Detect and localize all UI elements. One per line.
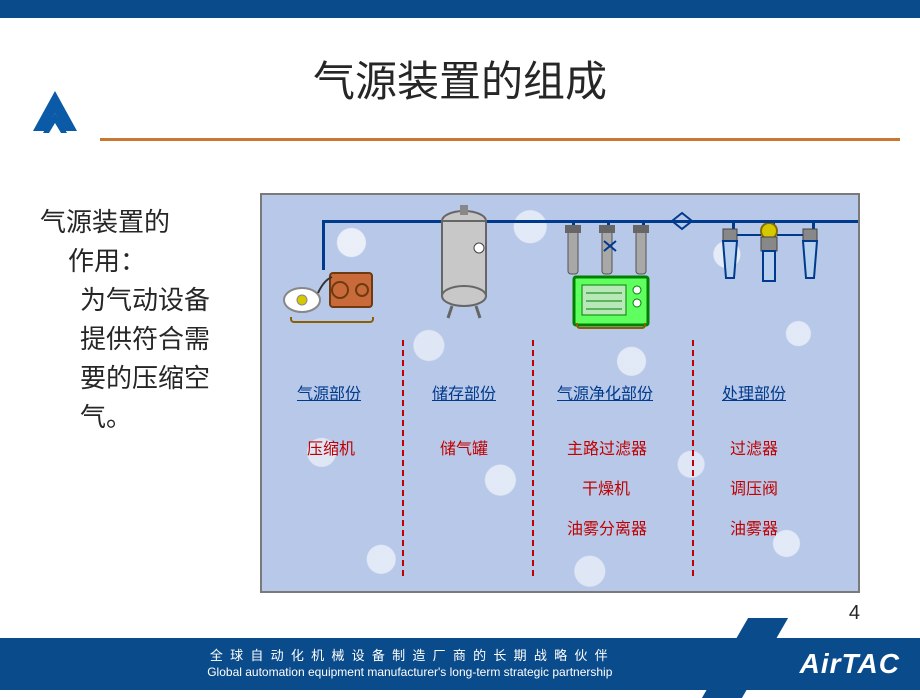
equipment-base: [290, 317, 374, 323]
side-line: 要的压缩空: [40, 359, 260, 398]
pneumatic-diagram: 气源部份 储存部份 气源净化部份 处理部份 压缩机 储气罐 主路过滤器 干燥机 …: [260, 193, 860, 593]
dryer-icon: [572, 275, 650, 336]
slide-header: 气源装置的组成: [0, 18, 920, 133]
page-number: 4: [849, 602, 860, 625]
storage-tank-icon: [434, 203, 494, 328]
pipe-drop: [322, 220, 325, 270]
section-label: 处理部份: [722, 380, 786, 404]
item-label: 储气罐: [440, 435, 488, 459]
item-label: 主路过滤器: [567, 435, 647, 459]
item-label: 压缩机: [307, 435, 355, 459]
section-label: 储存部份: [432, 380, 496, 404]
section-divider: [692, 340, 694, 576]
section-divider: [402, 340, 404, 576]
small-valve-icon: [602, 239, 618, 258]
section-divider: [532, 340, 534, 576]
footer-text: 全 球 自 动 化 机 械 设 备 制 造 厂 商 的 长 期 战 略 伙 伴 …: [20, 648, 800, 680]
item-label: 油雾分离器: [567, 515, 647, 539]
section-label: 气源部份: [297, 380, 361, 404]
side-line: 气源装置的: [40, 203, 260, 242]
item-label: 干燥机: [582, 475, 630, 499]
top-bar: [0, 0, 920, 18]
side-line: 为气动设备: [40, 281, 260, 320]
compressor-icon: [282, 265, 382, 330]
item-label: 过滤器: [730, 435, 778, 459]
slide-title: 气源装置的组成: [0, 48, 920, 109]
item-label: 调压阀: [730, 475, 778, 499]
item-label: 油雾器: [730, 515, 778, 539]
section-label: 气源净化部份: [557, 380, 653, 404]
side-line: 提供符合需: [40, 320, 260, 359]
valve-icon: [670, 209, 694, 238]
slide-content: 气源装置的 作用： 为气动设备 提供符合需 要的压缩空 气。: [0, 133, 920, 593]
slide-footer: 全 球 自 动 化 机 械 设 备 制 造 厂 商 的 长 期 战 略 伙 伴 …: [0, 638, 920, 690]
frl-unit-icon: [717, 223, 837, 298]
equipment-base: [576, 323, 646, 329]
side-line: 作用：: [40, 242, 260, 281]
side-text: 气源装置的 作用： 为气动设备 提供符合需 要的压缩空 气。: [40, 193, 260, 593]
brand-logo: AirTAC: [800, 648, 900, 680]
footer-en: Global automation equipment manufacturer…: [20, 665, 800, 681]
side-line: 气。: [40, 398, 260, 437]
footer-cn: 全 球 自 动 化 机 械 设 备 制 造 厂 商 的 长 期 战 略 伙 伴: [20, 648, 800, 665]
